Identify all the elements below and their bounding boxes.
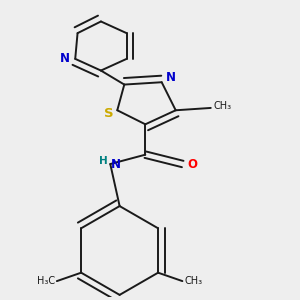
Text: CH₃: CH₃: [214, 101, 232, 111]
Text: N: N: [111, 158, 121, 171]
Text: H₃C: H₃C: [37, 276, 55, 286]
Text: CH₃: CH₃: [184, 276, 202, 286]
Text: S: S: [104, 106, 114, 120]
Text: N: N: [166, 71, 176, 84]
Text: O: O: [187, 158, 197, 170]
Text: N: N: [60, 52, 70, 65]
Text: H: H: [99, 156, 107, 166]
